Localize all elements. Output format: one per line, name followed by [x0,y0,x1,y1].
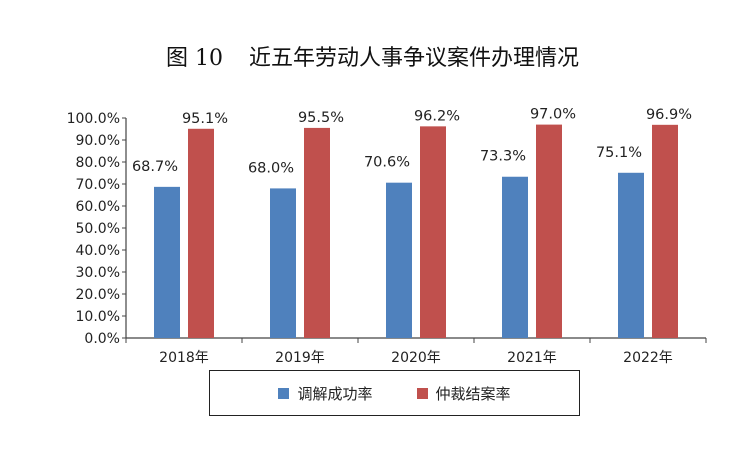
y-tick-label: 20.0% [76,287,120,303]
y-tick-label: 50.0% [76,221,120,237]
x-tick-label: 2019年 [275,350,325,366]
bar-series-2 [536,124,562,338]
y-tick-label: 30.0% [76,265,120,281]
x-tick-label: 2020年 [391,350,441,366]
data-label-series-2: 96.9% [646,107,692,123]
x-tick-label: 2022年 [623,350,673,366]
bar-series-1 [618,172,644,338]
y-tick-label: 10.0% [76,309,120,325]
y-tick-label: 90.0% [76,133,120,149]
bar-series-1 [154,186,180,338]
legend-swatch-series-1 [278,387,290,399]
legend-label-series-2: 仲裁结案率 [435,384,511,403]
bar-series-2 [420,126,446,338]
x-tick-label: 2018年 [159,350,209,366]
y-tick-label: 60.0% [76,199,120,215]
legend-label-series-1: 调解成功率 [297,384,373,403]
bar-series-2 [304,127,330,339]
x-tick-label: 2021年 [507,350,557,366]
data-label-series-2: 96.2% [414,108,460,124]
y-tick-label: 100.0% [67,111,120,127]
legend-item-series-2: 仲裁结案率 [416,383,511,404]
y-tick-label: 80.0% [76,155,120,171]
bar-series-1 [386,182,412,338]
figure-title-text: 近五年劳动人事争议案件办理情况 [248,46,579,71]
bar-series-1 [270,188,296,338]
legend-item-series-1: 调解成功率 [278,383,373,404]
data-label-series-1: 68.7% [132,159,178,175]
bar-series-2 [188,128,214,338]
data-label-series-2: 97.0% [530,107,576,123]
legend-swatch-series-2 [416,387,428,399]
figure-number: 图 10 [165,46,223,71]
chart-legend: 调解成功率 仲裁结案率 [209,370,580,416]
data-label-series-2: 95.1% [182,111,228,127]
data-label-series-1: 75.1% [596,145,642,161]
chart-title: 图 10 近五年劳动人事争议案件办理情况 [0,40,745,72]
data-label-series-1: 73.3% [480,149,526,165]
y-tick-label: 40.0% [76,243,120,259]
bar-series-2 [652,124,678,338]
bar-series-1 [502,176,528,338]
data-label-series-1: 70.6% [364,155,410,171]
data-label-series-2: 95.5% [298,110,344,126]
y-tick-label: 0.0% [84,331,120,347]
data-label-series-1: 68.0% [248,160,294,176]
y-tick-label: 70.0% [76,177,120,193]
